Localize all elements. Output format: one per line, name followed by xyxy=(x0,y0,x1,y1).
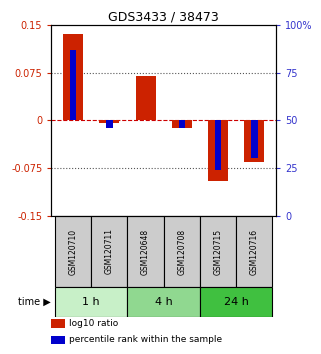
Bar xyxy=(51,319,65,327)
Bar xyxy=(106,120,113,128)
Text: GSM120708: GSM120708 xyxy=(177,228,186,275)
Text: 4 h: 4 h xyxy=(155,297,173,307)
Text: percentile rank within the sample: percentile rank within the sample xyxy=(69,335,222,344)
Bar xyxy=(164,216,200,287)
Bar xyxy=(215,120,221,170)
Text: log10 ratio: log10 ratio xyxy=(69,319,118,327)
Bar xyxy=(51,336,65,344)
Bar xyxy=(55,287,127,317)
Bar xyxy=(135,76,156,120)
Bar xyxy=(100,120,119,124)
Text: GSM120710: GSM120710 xyxy=(69,228,78,275)
Text: 1 h: 1 h xyxy=(82,297,100,307)
Bar xyxy=(178,120,185,128)
Bar xyxy=(91,216,127,287)
Bar xyxy=(208,120,228,181)
Text: GSM120715: GSM120715 xyxy=(213,228,222,275)
Text: GSM120711: GSM120711 xyxy=(105,228,114,274)
Text: GSM120648: GSM120648 xyxy=(141,228,150,275)
Bar xyxy=(70,50,76,120)
Title: GDS3433 / 38473: GDS3433 / 38473 xyxy=(108,11,219,24)
Bar xyxy=(236,216,273,287)
Bar xyxy=(55,216,91,287)
Bar xyxy=(63,34,83,120)
Text: GSM120716: GSM120716 xyxy=(250,228,259,275)
Text: 24 h: 24 h xyxy=(224,297,249,307)
Bar xyxy=(200,216,236,287)
Bar xyxy=(127,287,200,317)
Bar xyxy=(127,216,164,287)
Bar xyxy=(200,287,273,317)
Bar xyxy=(251,120,257,158)
Bar xyxy=(172,120,192,128)
Bar xyxy=(244,120,264,161)
Text: time ▶: time ▶ xyxy=(18,297,51,307)
